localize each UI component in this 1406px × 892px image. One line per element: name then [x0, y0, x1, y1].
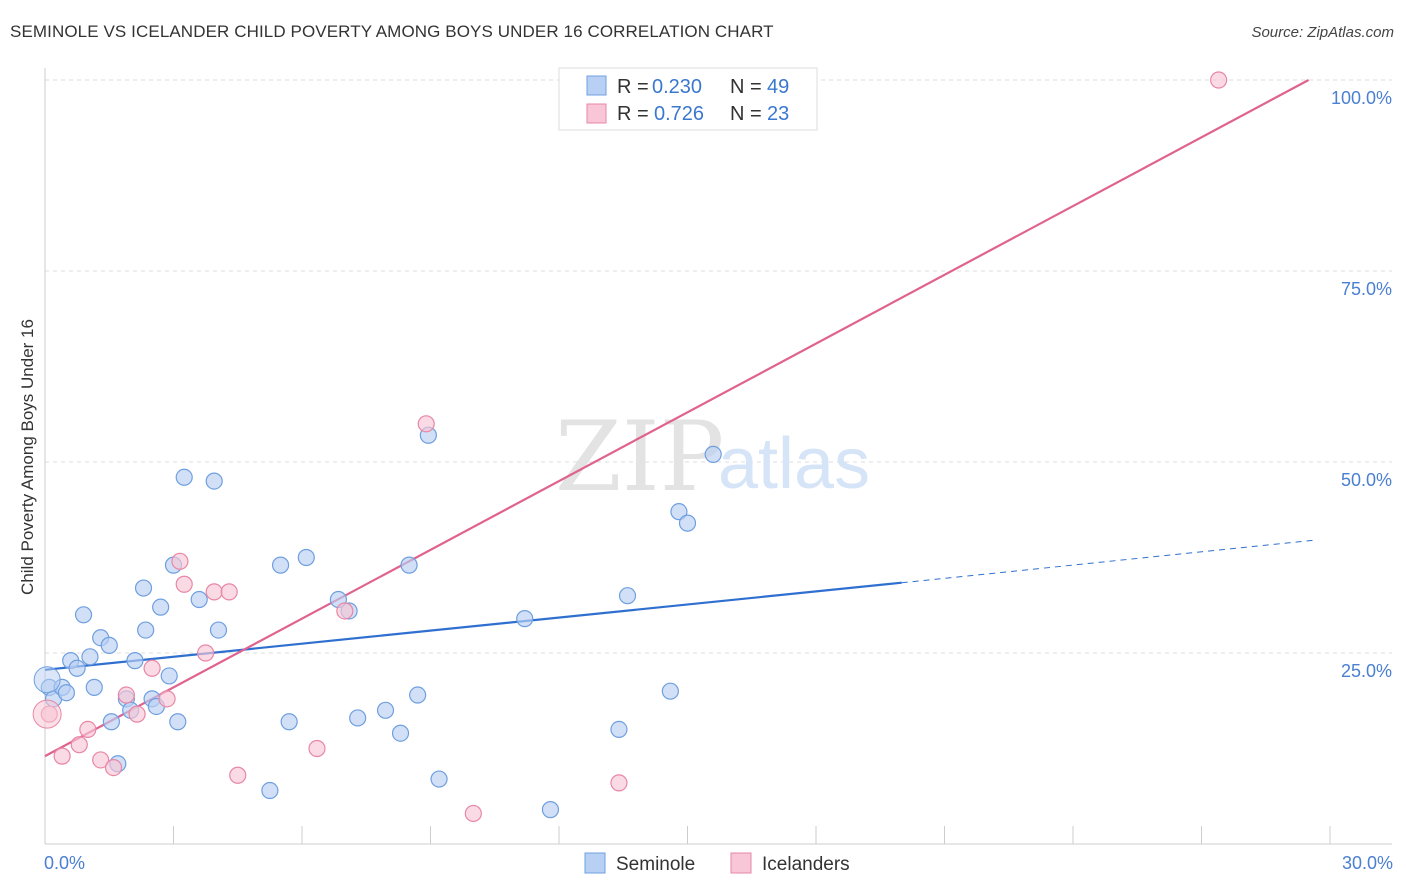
watermark-zip: ZIP	[555, 401, 724, 513]
correlation-legend: R = 0.230 N = 49 R = 0.726 N = 23	[558, 67, 818, 131]
icelander-trend-line	[44, 79, 1310, 758]
icelander-point-14	[220, 583, 238, 601]
icelander-point-19	[464, 804, 482, 823]
seminole-point-21	[160, 667, 178, 685]
legend-swatch-icelanders	[586, 103, 607, 124]
bottom-legend-icelanders: Icelanders	[762, 854, 850, 875]
seminole-point-26	[205, 472, 223, 490]
y-tick-label-3: 100.0%	[1331, 88, 1392, 108]
y-axis-label: Child Poverty Among Boys Under 16	[18, 319, 37, 595]
seminole-point-6	[74, 606, 93, 624]
seminole-point-29	[271, 556, 290, 574]
y-tick-label-1: 50.0%	[1341, 470, 1392, 490]
gridlines	[45, 79, 1392, 654]
icelander-point-9	[158, 690, 176, 708]
seminole-point-41	[516, 610, 534, 628]
icelander-point-21	[1210, 71, 1228, 89]
seminole-point-28	[261, 781, 279, 800]
seminole-trend-extension	[901, 539, 1318, 584]
seminole-point-42	[541, 801, 560, 819]
watermark-atlas: atlas	[718, 424, 870, 504]
seminole-point-37	[400, 556, 418, 574]
seminole-point-40	[430, 770, 448, 788]
seminole-point-5	[68, 659, 86, 677]
seminole-point-23	[169, 713, 187, 731]
source-label: Source: ZipAtlas.com	[1251, 24, 1394, 41]
y-tick-label-2: 75.0%	[1341, 279, 1392, 299]
icelander-point-large	[32, 699, 62, 729]
icelander-point-20	[610, 774, 628, 792]
series-legend: Seminole Icelanders	[584, 852, 850, 875]
legend-n-value-2: 23	[767, 103, 789, 125]
seminole-point-46	[670, 503, 688, 521]
icelander-point-13	[205, 583, 223, 601]
seminole-point-36	[391, 724, 410, 742]
seminole-point-15	[126, 652, 144, 670]
seminole-point-20	[152, 598, 170, 616]
seminole-point-47	[678, 514, 697, 532]
icelander-point-6	[117, 686, 135, 704]
seminole-point-43	[610, 720, 628, 739]
seminole-point-24	[175, 468, 193, 486]
seminole-point-11	[102, 713, 120, 731]
chart-title: SEMINOLE VS ICELANDER CHILD POVERTY AMON…	[10, 22, 774, 41]
seminole-point-44	[618, 587, 637, 605]
seminole-point-7	[81, 648, 99, 666]
seminole-point-35	[376, 701, 395, 719]
icelander-point-4	[92, 751, 110, 769]
legend-r-label-2: R =	[617, 103, 649, 125]
legend-n-label-1: N =	[730, 76, 762, 98]
bottom-legend-swatch-icelanders	[730, 852, 752, 874]
tick-labels: 25.0% 50.0% 75.0% 100.0% 0.0% 30.0%	[44, 88, 1393, 873]
icelander-point-2	[70, 736, 88, 754]
x-tick-label-0: 0.0%	[44, 853, 85, 873]
seminole-point-31	[297, 548, 315, 567]
seminole-point-16	[134, 579, 153, 597]
legend-n-value-1: 49	[767, 76, 789, 98]
icelander-point-5	[104, 758, 123, 777]
legend-swatch-seminole	[586, 75, 607, 96]
seminole-point-large	[33, 666, 61, 694]
legend-n-label-2: N =	[730, 103, 762, 125]
legend-r-label-1: R =	[617, 76, 649, 98]
icelander-point-3	[79, 720, 97, 739]
icelander-point-15	[229, 766, 247, 784]
seminole-point-27	[209, 621, 228, 639]
icelander-point-10	[171, 552, 189, 570]
bottom-legend-swatch-seminole	[584, 852, 606, 874]
trend-lines	[44, 79, 1318, 758]
data-points	[32, 71, 1228, 823]
legend-r-value-2: 0.726	[654, 103, 704, 125]
y-tick-label-0: 25.0%	[1341, 661, 1392, 681]
icelander-point-18	[417, 415, 435, 433]
seminole-trend-line	[44, 581, 902, 671]
seminole-point-3	[57, 684, 76, 702]
seminole-point-25	[190, 590, 208, 609]
icelander-point-8	[143, 659, 161, 677]
seminole-point-10	[100, 636, 118, 654]
icelander-point-16	[308, 739, 326, 758]
icelander-point-12	[197, 644, 215, 662]
icelander-point-1	[53, 747, 71, 765]
seminole-point-8	[85, 678, 103, 696]
seminole-point-45	[661, 682, 679, 700]
seminole-point-48	[704, 445, 722, 463]
bottom-legend-seminole: Seminole	[616, 854, 695, 875]
seminole-point-38	[409, 686, 427, 704]
icelander-point-17	[336, 602, 354, 620]
seminole-point-34	[349, 709, 367, 727]
icelander-point-11	[175, 575, 193, 593]
seminole-point-30	[280, 713, 298, 731]
x-tick-label-1: 30.0%	[1342, 853, 1393, 873]
icelander-point-7	[128, 705, 146, 723]
seminole-point-17	[137, 621, 155, 639]
legend-r-value-1: 0.230	[652, 76, 702, 98]
watermark: ZIP atlas	[555, 401, 870, 513]
